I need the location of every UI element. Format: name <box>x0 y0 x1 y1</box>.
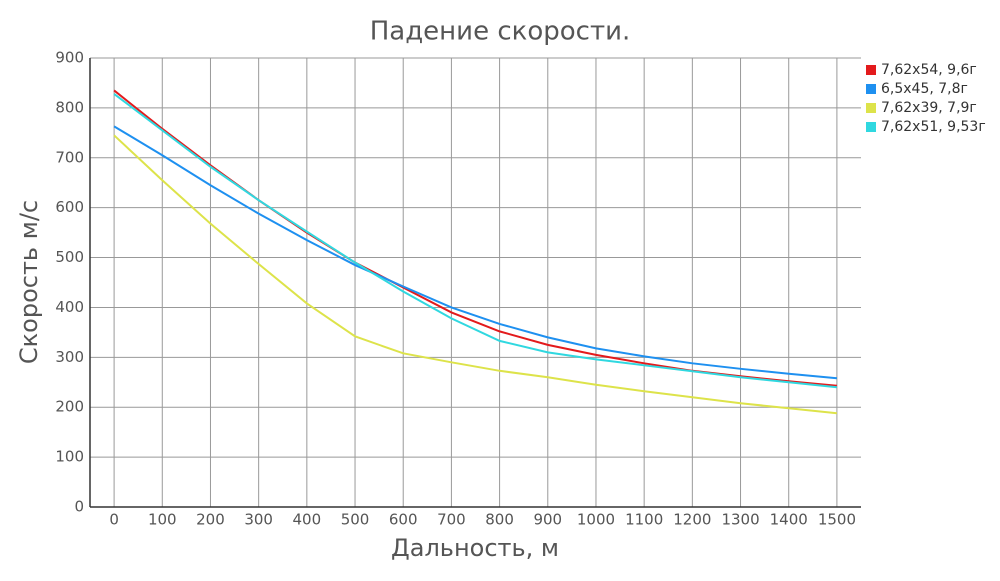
legend-label: 7,62x39, 7,9г <box>881 100 977 116</box>
y-tick-label: 600 <box>55 198 84 216</box>
x-tick-label: 0 <box>109 511 119 529</box>
legend-swatch <box>866 122 876 132</box>
legend-label: 7,62x51, 9,53г <box>881 119 986 135</box>
y-axis-label: Скорость м/с <box>15 200 43 364</box>
x-tick-label: 700 <box>437 511 466 529</box>
x-tick-label: 1100 <box>625 511 663 529</box>
y-tick-label: 0 <box>74 498 84 516</box>
x-tick-label: 500 <box>341 511 370 529</box>
y-tick-label: 800 <box>55 98 84 116</box>
y-tick-label: 200 <box>55 398 84 416</box>
y-tick-label: 400 <box>55 298 84 316</box>
x-tick-label: 900 <box>533 511 562 529</box>
legend-swatch <box>866 103 876 113</box>
y-tick-label: 700 <box>55 148 84 166</box>
legend-swatch <box>866 65 876 75</box>
x-tick-label: 300 <box>244 511 273 529</box>
legend-swatch <box>866 84 876 94</box>
y-tick-label: 300 <box>55 348 84 366</box>
chart-title: Падение скорости. <box>370 17 631 47</box>
x-tick-label: 100 <box>148 511 177 529</box>
x-tick-label: 1200 <box>673 511 711 529</box>
x-tick-label: 1400 <box>770 511 808 529</box>
x-tick-label: 800 <box>485 511 514 529</box>
x-tick-label: 200 <box>196 511 225 529</box>
series-line <box>113 134 838 415</box>
y-tick-label: 500 <box>55 248 84 266</box>
x-axis-label: Дальность, м <box>391 534 559 562</box>
series-line <box>113 89 837 387</box>
series-line <box>113 125 837 380</box>
x-tick-label: 1000 <box>577 511 615 529</box>
x-tick-label: 400 <box>293 511 322 529</box>
y-tick-label: 900 <box>55 49 84 67</box>
legend-label: 7,62x54, 9,6г <box>881 62 977 78</box>
x-tick-label: 1500 <box>818 511 856 529</box>
x-tick-label: 600 <box>389 511 418 529</box>
series-line <box>113 93 838 389</box>
x-tick-label: 1300 <box>721 511 759 529</box>
y-tick-label: 100 <box>55 448 84 466</box>
legend-label: 6,5x45, 7,8г <box>881 81 968 97</box>
